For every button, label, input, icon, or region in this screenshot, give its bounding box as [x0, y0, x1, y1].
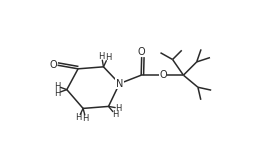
- Text: O: O: [49, 60, 57, 70]
- Text: H: H: [112, 110, 118, 119]
- Text: H: H: [54, 82, 60, 91]
- Text: H: H: [116, 104, 122, 113]
- Text: O: O: [138, 47, 146, 57]
- Text: H: H: [98, 52, 105, 61]
- Text: N: N: [116, 79, 123, 89]
- Text: H: H: [54, 89, 60, 98]
- Text: H: H: [105, 53, 111, 62]
- Text: H: H: [83, 114, 89, 123]
- Text: H: H: [76, 113, 82, 122]
- Text: O: O: [159, 70, 167, 80]
